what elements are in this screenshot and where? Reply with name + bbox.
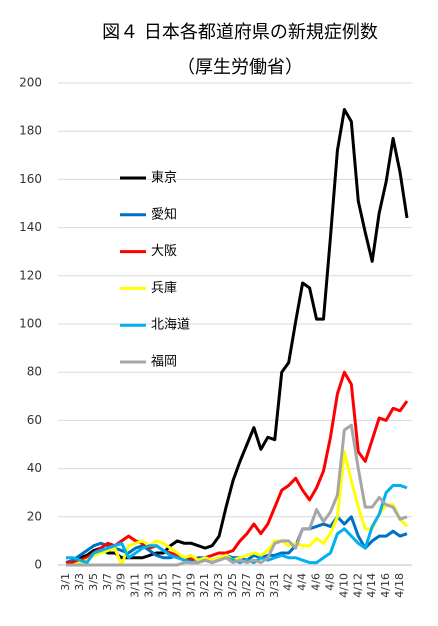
x-tick-label: 3/31 (268, 573, 281, 598)
x-tick-label: 3/5 (87, 573, 100, 591)
x-tick-label: 4/14 (365, 573, 378, 598)
x-tick-label: 3/1 (59, 573, 72, 591)
legend-label: 兵庫 (151, 281, 177, 296)
x-tick-label: 3/15 (156, 573, 169, 598)
legend-label: 北海道 (151, 318, 190, 333)
series-line (66, 450, 409, 567)
x-tick-label: 4/16 (379, 573, 392, 598)
y-tick-label: 180 (19, 124, 42, 138)
y-tick-label: 0 (34, 558, 42, 572)
x-tick-label: 3/17 (170, 573, 183, 598)
legend-label: 福岡 (151, 355, 177, 370)
x-tick-label: 3/19 (184, 573, 197, 598)
y-tick-label: 160 (19, 172, 42, 186)
x-tick-label: 4/12 (351, 573, 364, 598)
legend-label: 愛知 (151, 206, 177, 222)
series-line (66, 423, 408, 567)
x-tick-label: 3/13 (143, 573, 156, 598)
x-tick-label: 3/9 (115, 573, 128, 591)
x-tick-label: 3/7 (101, 573, 114, 591)
y-tick-label: 20 (27, 509, 42, 523)
x-tick-label: 3/23 (212, 573, 225, 598)
y-tick-label: 60 (27, 413, 42, 427)
series-line (66, 370, 409, 565)
x-tick-label: 3/29 (254, 573, 267, 598)
x-tick-label: 4/10 (337, 573, 350, 598)
x-tick-label: 4/18 (393, 573, 406, 598)
x-tick-label: 3/27 (240, 573, 253, 598)
x-tick-label: 3/11 (129, 573, 142, 598)
x-tick-label: 4/6 (310, 573, 323, 591)
x-tick-label: 3/25 (226, 573, 239, 598)
chart-title: 図４ 日本各都道府県の新規症例数 (102, 22, 378, 43)
x-tick-label: 4/4 (296, 573, 309, 591)
y-tick-label: 200 (19, 76, 42, 90)
x-tick-label: 3/21 (198, 573, 211, 598)
y-tick-label: 100 (19, 317, 42, 331)
x-tick-label: 4/8 (323, 573, 336, 591)
legend-label: 大阪 (151, 244, 177, 259)
chart-subtitle: （厚生労働省） (177, 57, 303, 78)
y-tick-label: 40 (27, 461, 42, 475)
x-tick-label: 3/3 (73, 573, 86, 591)
y-tick-label: 120 (19, 268, 42, 282)
y-tick-label: 140 (19, 220, 42, 234)
y-tick-label: 80 (27, 365, 42, 379)
legend-label: 東京 (151, 170, 177, 186)
x-tick-label: 4/2 (282, 573, 295, 591)
